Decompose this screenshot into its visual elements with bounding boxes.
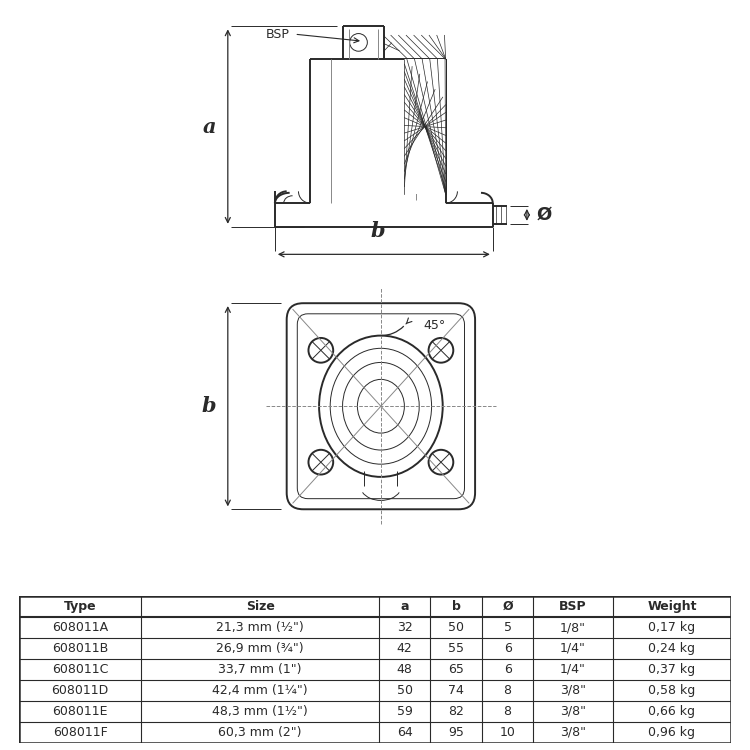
Text: 32: 32: [397, 621, 412, 634]
Bar: [404, 58, 445, 194]
Text: 3/8": 3/8": [560, 684, 586, 697]
Text: 33,7 mm (1"): 33,7 mm (1"): [218, 663, 302, 676]
Text: 60,3 mm (2"): 60,3 mm (2"): [218, 725, 302, 739]
Text: 21,3 mm (½"): 21,3 mm (½"): [216, 621, 304, 634]
Text: 48: 48: [397, 663, 412, 676]
Text: 59: 59: [397, 705, 412, 718]
Text: 82: 82: [448, 705, 464, 718]
Text: 45°: 45°: [423, 319, 445, 332]
Text: 608011A: 608011A: [52, 621, 108, 634]
Text: 3/8": 3/8": [560, 705, 586, 718]
Text: 6: 6: [504, 663, 512, 676]
Text: 5: 5: [503, 621, 512, 634]
Text: 50: 50: [397, 684, 412, 697]
Text: 42,4 mm (1¼"): 42,4 mm (1¼"): [212, 684, 308, 697]
Text: 0,17 kg: 0,17 kg: [648, 621, 695, 634]
Text: 608011B: 608011B: [52, 642, 108, 655]
Text: 1/4": 1/4": [560, 642, 586, 655]
Text: 0,24 kg: 0,24 kg: [648, 642, 695, 655]
Text: Type: Type: [64, 600, 97, 613]
Text: 608011D: 608011D: [52, 684, 109, 697]
Text: 6: 6: [504, 642, 512, 655]
Text: 50: 50: [448, 621, 464, 634]
Text: 0,96 kg: 0,96 kg: [648, 725, 695, 739]
Text: Ø: Ø: [537, 206, 552, 224]
Text: 65: 65: [448, 663, 464, 676]
Text: 0,66 kg: 0,66 kg: [648, 705, 695, 718]
Text: 1/8": 1/8": [560, 621, 586, 634]
Text: 64: 64: [397, 725, 412, 739]
Text: 8: 8: [503, 684, 512, 697]
Text: b: b: [202, 396, 216, 416]
Text: 608011E: 608011E: [53, 705, 108, 718]
Text: 0,37 kg: 0,37 kg: [648, 663, 695, 676]
Text: a: a: [400, 600, 409, 613]
Text: 0,58 kg: 0,58 kg: [648, 684, 695, 697]
Text: 26,9 mm (¾"): 26,9 mm (¾"): [217, 642, 304, 655]
Text: 3/8": 3/8": [560, 725, 586, 739]
Text: 48,3 mm (1½"): 48,3 mm (1½"): [212, 705, 308, 718]
Text: Ø: Ø: [503, 600, 513, 613]
Text: 74: 74: [448, 684, 464, 697]
Text: 1/4": 1/4": [560, 663, 586, 676]
Text: 608011F: 608011F: [53, 725, 107, 739]
Text: b: b: [452, 600, 460, 613]
Text: a: a: [202, 116, 216, 136]
Text: 55: 55: [448, 642, 464, 655]
Text: Size: Size: [246, 600, 274, 613]
Text: Weight: Weight: [647, 600, 697, 613]
Text: 8: 8: [503, 705, 512, 718]
Text: 10: 10: [500, 725, 515, 739]
Text: b: b: [370, 221, 386, 242]
Text: BSP: BSP: [559, 600, 586, 613]
Text: BSP: BSP: [266, 28, 290, 40]
Text: 608011C: 608011C: [52, 663, 108, 676]
Text: 95: 95: [448, 725, 464, 739]
Text: 42: 42: [397, 642, 412, 655]
